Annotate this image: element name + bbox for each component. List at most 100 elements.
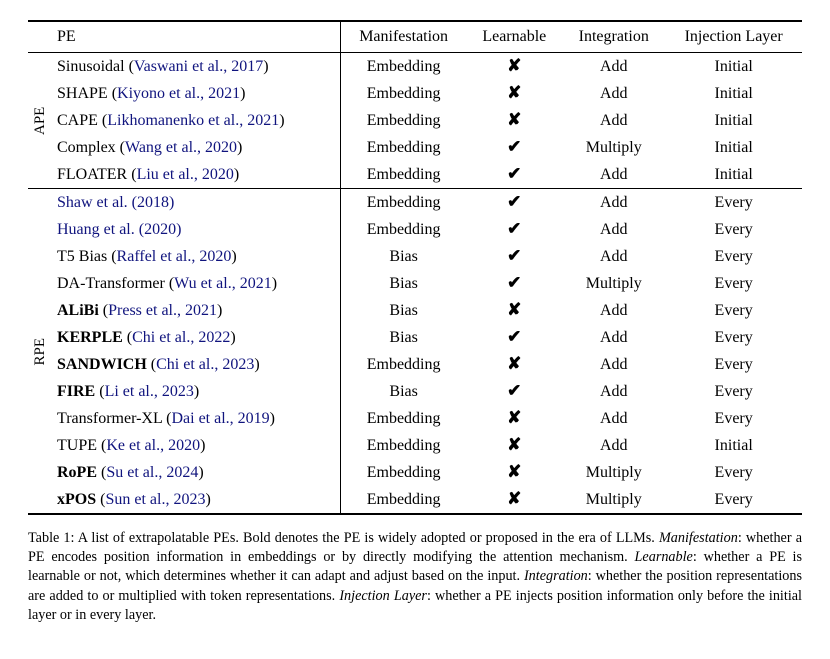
injection-cell: Every [665,459,802,486]
pe-cell: RoPE (Su et al., 2024) [53,459,340,486]
integration-cell: Multiply [562,134,665,161]
pe-cell: SANDWICH (Chi et al., 2023) [53,351,340,378]
manifestation-cell: Embedding [340,216,466,243]
pe-name: FIRE [57,383,99,400]
table-row: TUPE (Ke et al., 2020)Embedding✘AddIniti… [28,432,802,459]
manifestation-cell: Embedding [340,459,466,486]
pe-cell: TUPE (Ke et al., 2020) [53,432,340,459]
citation: Liu et al., 2020 [137,166,234,183]
pe-name: CAPE [57,112,102,129]
manifestation-cell: Embedding [340,107,466,134]
learnable-cell: ✘ [466,459,562,486]
integration-cell: Add [562,351,665,378]
learnable-cell: ✔ [466,324,562,351]
manifestation-cell: Embedding [340,351,466,378]
citation: Press et al., 2021 [108,302,217,319]
cross-icon: ✘ [507,489,521,508]
manifestation-cell: Bias [340,270,466,297]
integration-cell: Add [562,216,665,243]
table-row: APESinusoidal (Vaswani et al., 2017)Embe… [28,53,802,81]
pe-name: Sinusoidal [57,58,129,75]
pe-cell: Shaw et al. (2018) [53,189,340,217]
pe-cell: FLOATER (Liu et al., 2020) [53,161,340,189]
citation: Li et al., 2023 [105,383,194,400]
pe-name: xPOS [57,491,100,508]
injection-cell: Initial [665,53,802,81]
manifestation-cell: Bias [340,378,466,405]
integration-cell: Add [562,161,665,189]
table-row: Huang et al. (2020)Embedding✔AddEvery [28,216,802,243]
pe-cell: Huang et al. (2020) [53,216,340,243]
injection-cell: Every [665,486,802,514]
check-icon: ✔ [507,192,521,211]
pe-cell: Transformer-XL (Dai et al., 2019) [53,405,340,432]
citation: Ke et al., 2020 [106,437,200,454]
integration-cell: Multiply [562,459,665,486]
pe-name: TUPE [57,437,101,454]
col-integration: Integration [562,21,665,53]
manifestation-cell: Embedding [340,486,466,514]
manifestation-cell: Bias [340,324,466,351]
injection-cell: Initial [665,134,802,161]
injection-cell: Initial [665,161,802,189]
integration-cell: Multiply [562,270,665,297]
cross-icon: ✘ [507,300,521,319]
table-row: CAPE (Likhomanenko et al., 2021)Embeddin… [28,107,802,134]
learnable-cell: ✔ [466,134,562,161]
citation: Dai et al., 2019 [171,410,269,427]
injection-cell: Initial [665,80,802,107]
learnable-cell: ✔ [466,243,562,270]
table-row: DA-Transformer (Wu et al., 2021)Bias✔Mul… [28,270,802,297]
table-row: Complex (Wang et al., 2020)Embedding ✔ Mul… [28,134,802,161]
citation: Wang et al., 2020 [125,139,237,156]
injection-cell: Every [665,243,802,270]
citation: Sun et al., 2023 [105,491,205,508]
integration-cell: Add [562,107,665,134]
pe-cell: KERPLE (Chi et al., 2022) [53,324,340,351]
cross-icon: ✘ [507,56,521,75]
check-icon: ✔ [507,137,521,156]
pe-cell: Sinusoidal (Vaswani et al., 2017) [53,53,340,81]
table-caption: Table 1: A list of extrapolatable PEs. B… [28,529,802,625]
table-row: Transformer-XL (Dai et al., 2019)Embeddi… [28,405,802,432]
col-group [28,21,53,53]
citation: Kiyono et al., 2021 [117,85,240,102]
pe-name: T5 Bias [57,248,111,265]
citation: Likhomanenko et al., 2021 [107,112,279,129]
manifestation-cell: Embedding [340,53,466,81]
manifestation-cell: Embedding [340,80,466,107]
injection-cell: Every [665,405,802,432]
cross-icon: ✘ [507,83,521,102]
pe-cell: Complex (Wang et al., 2020) [53,134,340,161]
check-icon: ✔ [507,164,521,183]
injection-cell: Initial [665,107,802,134]
col-manifestation: Manifestation [340,21,466,53]
integration-cell: Add [562,405,665,432]
integration-cell: Add [562,297,665,324]
learnable-cell: ✘ [466,351,562,378]
manifestation-cell: Bias [340,243,466,270]
pe-cell: xPOS (Sun et al., 2023) [53,486,340,514]
learnable-cell: ✘ [466,432,562,459]
caption-j-label: Injection Layer [339,588,427,604]
col-pe: PE [53,21,340,53]
pe-table: PE Manifestation Learnable Integration I… [28,20,802,515]
pe-cell: FIRE (Li et al., 2023) [53,378,340,405]
pe-cell: DA-Transformer (Wu et al., 2021) [53,270,340,297]
injection-cell: Every [665,351,802,378]
table-row: RoPE (Su et al., 2024)Embedding✘Multiply… [28,459,802,486]
pe-name: SHAPE [57,85,112,102]
injection-cell: Every [665,324,802,351]
learnable-cell: ✔ [466,189,562,217]
learnable-cell: ✔ [466,378,562,405]
check-icon: ✔ [507,327,521,346]
learnable-cell: ✘ [466,53,562,81]
cross-icon: ✘ [507,408,521,427]
table-row: xPOS (Sun et al., 2023)Embedding✘Multipl… [28,486,802,514]
citation: Huang et al. (2020) [57,221,181,238]
learnable-cell: ✘ [466,486,562,514]
integration-cell: Add [562,378,665,405]
pe-name: Complex [57,139,120,156]
manifestation-cell: Embedding [340,134,466,161]
integration-cell: Add [562,80,665,107]
